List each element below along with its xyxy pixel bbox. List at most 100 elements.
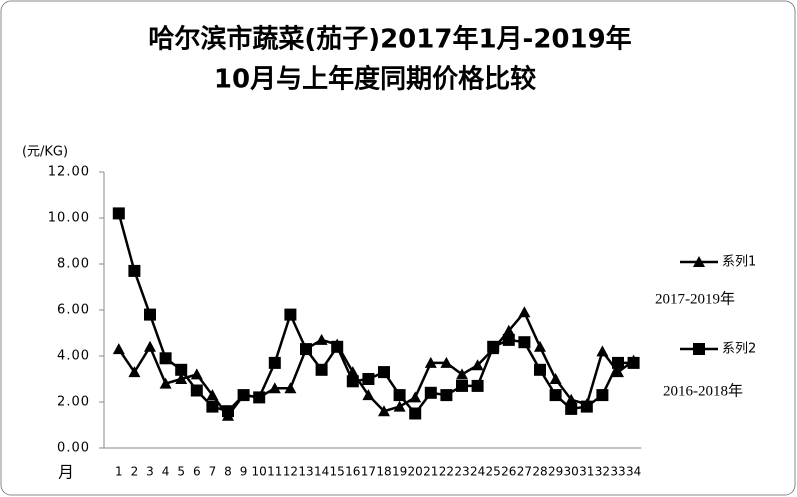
marker (315, 333, 328, 345)
marker (190, 384, 203, 397)
x-tick-label: 28 (532, 465, 547, 479)
y-tick-label: 6.00 (57, 303, 90, 318)
annotation: 2017-2019年 (655, 290, 735, 307)
y-tick-label: 2.00 (57, 395, 90, 410)
marker (144, 340, 156, 352)
x-tick-label: 10 (252, 465, 267, 479)
marker (440, 389, 453, 402)
x-axis-label: 月 (58, 463, 74, 482)
x-tick-label: 30 (564, 465, 579, 479)
marker (222, 405, 234, 418)
x-tick-label: 13 (298, 465, 313, 479)
x-tick-label: 18 (376, 465, 391, 479)
marker (284, 382, 297, 394)
legend-label: 系列2 (722, 342, 756, 357)
x-tick-label: 5 (177, 465, 185, 479)
y-tick-label: 8.00 (57, 257, 90, 272)
x-tick-label: 12 (283, 465, 298, 479)
x-tick-label: 15 (330, 465, 345, 479)
marker (502, 324, 515, 336)
x-tick-label: 33 (610, 465, 625, 479)
y-tick-label: 12.00 (48, 165, 90, 180)
marker (393, 400, 406, 412)
x-tick-label: 26 (501, 465, 516, 479)
marker (112, 343, 125, 355)
x-tick-label: 17 (361, 465, 376, 479)
y-axis-label: (元/KG) (22, 145, 68, 160)
x-tick-label: 11 (267, 465, 282, 479)
marker (565, 402, 578, 415)
y-tick-label: 0.00 (57, 441, 90, 456)
x-tick-label: 3 (146, 465, 154, 479)
marker (253, 391, 266, 404)
x-tick-label: 29 (548, 465, 563, 479)
marker (409, 407, 422, 420)
annotation: 2016-2018年 (663, 382, 743, 399)
marker (268, 382, 281, 394)
marker (128, 264, 141, 277)
marker (612, 366, 624, 378)
marker (300, 343, 312, 356)
marker (128, 366, 141, 378)
marker (362, 389, 375, 401)
x-tick-label: 24 (470, 465, 485, 479)
marker (518, 336, 531, 349)
marker (596, 345, 609, 357)
marker (378, 366, 390, 379)
x-tick-label: 9 (240, 465, 248, 479)
x-tick-label: 23 (454, 465, 469, 479)
marker (424, 386, 437, 399)
marker (362, 373, 375, 385)
marker (502, 333, 515, 346)
marker (596, 389, 609, 402)
marker (159, 377, 172, 389)
marker (159, 352, 172, 365)
marker (112, 207, 125, 220)
marker (190, 368, 203, 380)
x-tick-label: 8 (224, 465, 232, 479)
marker (393, 389, 406, 402)
x-tick-label: 16 (345, 465, 360, 479)
x-tick-label: 7 (209, 465, 217, 479)
marker (284, 308, 297, 321)
marker (549, 373, 562, 384)
chart-title: 10月与上年度同期价格比较 (214, 64, 536, 95)
marker (627, 356, 640, 369)
marker (456, 379, 468, 392)
x-tick-label: 27 (517, 465, 532, 479)
marker (206, 400, 219, 413)
marker (456, 368, 468, 380)
marker (331, 340, 344, 353)
series-line (117, 309, 635, 418)
marker (144, 308, 156, 321)
y-tick-label: 10.00 (48, 211, 90, 226)
x-tick-label: 6 (193, 465, 201, 479)
marker (534, 340, 546, 352)
legend-label: 系列1 (722, 255, 756, 270)
x-tick-label: 19 (392, 465, 407, 479)
x-tick-label: 21 (423, 465, 438, 479)
marker (440, 356, 453, 368)
marker (471, 379, 484, 392)
chart-title: 哈尔滨市蔬菜(茄子)2017年1月-2019年 (148, 24, 631, 55)
x-tick-label: 14 (314, 465, 329, 479)
y-tick-label: 4.00 (57, 349, 90, 364)
marker (565, 393, 578, 405)
marker (378, 405, 390, 417)
x-tick-label: 22 (439, 465, 454, 479)
x-tick-label: 32 (595, 465, 610, 479)
x-tick-label: 1 (115, 465, 123, 479)
x-tick-label: 4 (162, 465, 170, 479)
marker (518, 306, 531, 318)
marker (580, 400, 593, 413)
marker (346, 375, 359, 388)
marker (549, 389, 562, 402)
marker (693, 256, 705, 267)
marker (534, 363, 546, 376)
x-tick-label: 34 (626, 465, 641, 479)
marker (268, 356, 281, 369)
marker (175, 373, 188, 384)
x-tick-label: 2 (131, 465, 139, 479)
marker (612, 356, 624, 369)
